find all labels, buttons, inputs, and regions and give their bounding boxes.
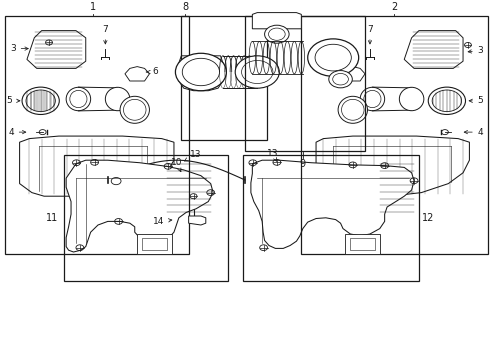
Circle shape [175, 53, 226, 91]
Bar [350, 238, 375, 250]
Circle shape [22, 87, 59, 114]
Circle shape [329, 71, 352, 88]
Circle shape [428, 87, 466, 114]
Ellipse shape [338, 96, 368, 123]
Circle shape [242, 60, 273, 84]
Bar [137, 234, 172, 254]
Circle shape [235, 56, 279, 88]
Ellipse shape [123, 99, 146, 120]
Circle shape [182, 58, 220, 86]
Text: 2: 2 [392, 2, 397, 12]
Ellipse shape [364, 90, 381, 108]
Ellipse shape [399, 87, 424, 111]
Text: 6: 6 [331, 68, 343, 77]
Bar [64, 155, 228, 281]
Ellipse shape [360, 87, 385, 111]
Polygon shape [316, 136, 469, 196]
Circle shape [269, 28, 285, 40]
Text: 12: 12 [422, 213, 435, 223]
Text: 6: 6 [147, 68, 158, 77]
Polygon shape [27, 31, 86, 68]
Bar [301, 16, 488, 254]
Bar [345, 234, 380, 254]
Text: 11: 11 [46, 213, 58, 223]
Circle shape [26, 90, 55, 112]
Text: 7: 7 [102, 25, 108, 44]
Ellipse shape [66, 87, 91, 111]
Text: 4: 4 [8, 128, 26, 136]
Text: 8: 8 [183, 1, 189, 12]
Text: 3: 3 [468, 46, 484, 55]
Bar [181, 16, 267, 140]
Polygon shape [341, 67, 365, 81]
Ellipse shape [105, 87, 130, 111]
Ellipse shape [70, 90, 87, 108]
Text: 5: 5 [6, 96, 20, 105]
Text: 10: 10 [171, 158, 182, 172]
Polygon shape [20, 136, 174, 196]
Polygon shape [189, 216, 206, 225]
Text: 13: 13 [184, 150, 202, 161]
Polygon shape [404, 31, 463, 68]
Text: 14: 14 [153, 217, 172, 226]
Bar [5, 16, 189, 254]
Text: 7: 7 [367, 25, 373, 44]
Text: 9: 9 [300, 159, 306, 169]
Text: 3: 3 [10, 44, 28, 53]
Circle shape [315, 44, 351, 71]
Polygon shape [66, 160, 213, 252]
Text: 13: 13 [267, 149, 278, 161]
Circle shape [432, 90, 462, 112]
Circle shape [308, 39, 359, 76]
Circle shape [265, 25, 289, 43]
Polygon shape [251, 160, 414, 248]
Ellipse shape [342, 99, 364, 120]
Polygon shape [252, 13, 301, 29]
Bar [245, 16, 365, 151]
Text: 5: 5 [469, 96, 484, 105]
Text: 4: 4 [464, 128, 483, 136]
Polygon shape [125, 67, 149, 81]
Polygon shape [179, 56, 223, 91]
Bar [243, 155, 419, 281]
Bar [142, 238, 167, 250]
Ellipse shape [120, 96, 149, 123]
Text: 1: 1 [90, 2, 96, 12]
Circle shape [333, 73, 348, 85]
